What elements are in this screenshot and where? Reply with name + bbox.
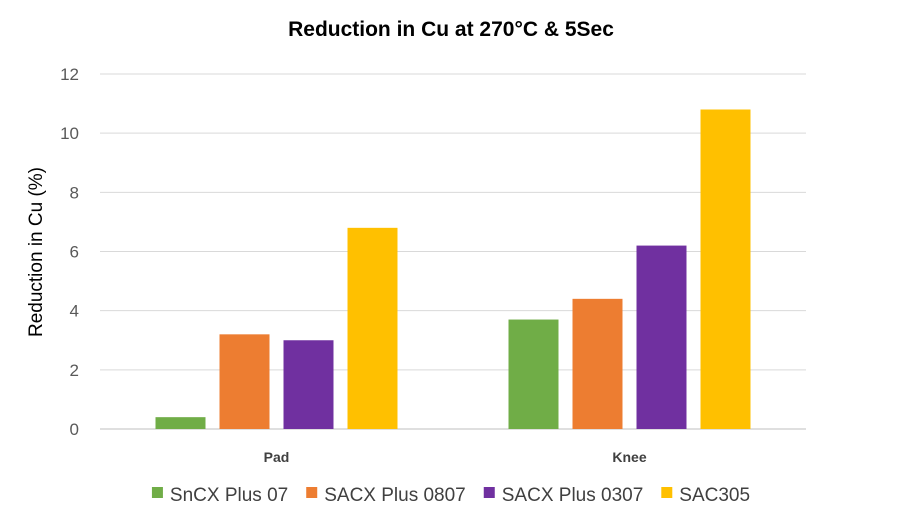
legend-label: SnCX Plus 07: [170, 485, 288, 506]
y-tick-label: 10: [60, 124, 79, 143]
legend-swatch: [306, 487, 318, 498]
legend-swatch: [483, 487, 495, 498]
legend-label: SACX Plus 0307: [502, 485, 644, 506]
y-tick-label: 2: [70, 361, 79, 380]
bar-knee-sacx-plus-0807: [572, 298, 623, 429]
y-tick-label: 4: [70, 302, 79, 321]
bar-pad-sac305: [347, 227, 398, 429]
legend-label: SACX Plus 0807: [324, 485, 466, 506]
category-label-pad: Pad: [264, 449, 290, 465]
y-tick-label: 12: [60, 65, 79, 84]
y-tick-label: 0: [70, 420, 79, 439]
bar-knee-sac305: [700, 109, 751, 429]
y-tick-label: 6: [70, 243, 79, 262]
legend-item-sac305: SAC305: [661, 485, 750, 506]
chart-title: Reduction in Cu at 270°C & 5Sec: [288, 18, 614, 41]
bar-knee-sncx-plus-07: [508, 319, 559, 429]
legend-swatch: [661, 487, 673, 498]
legend-swatch: [151, 487, 163, 498]
y-axis-ticks: 0 2 4 6 8 10 12: [60, 65, 79, 439]
y-axis-label: Reduction in Cu (%): [26, 167, 47, 337]
gridlines: [100, 73, 806, 430]
bars: [155, 109, 751, 429]
y-tick-label: 8: [70, 183, 79, 202]
bar-knee-sacx-plus-0307: [636, 245, 687, 429]
bar-pad-sacx-plus-0307: [283, 340, 334, 429]
x-axis-categories: Pad Knee: [264, 449, 647, 465]
legend-item-sncx-plus-07: SnCX Plus 07: [151, 485, 288, 506]
legend: SnCX Plus 07 SACX Plus 0807 SACX Plus 0307…: [151, 485, 750, 506]
bar-pad-sncx-plus-07: [155, 417, 206, 429]
legend-label: SAC305: [679, 485, 750, 506]
category-label-knee: Knee: [612, 449, 646, 465]
legend-item-sacx-plus-0807: SACX Plus 0807: [306, 485, 466, 506]
legend-item-sacx-plus-0307: SACX Plus 0307: [483, 485, 644, 506]
bar-pad-sacx-plus-0807: [219, 334, 270, 429]
